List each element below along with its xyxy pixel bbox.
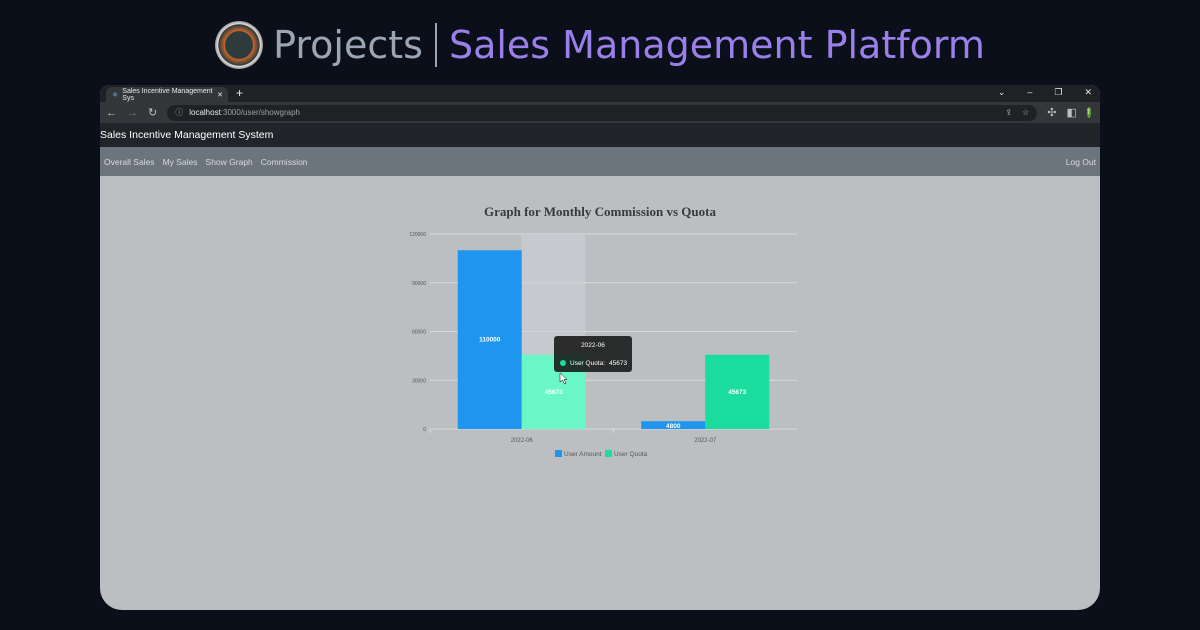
react-icon: ⚛ xyxy=(112,91,119,99)
app-title[interactable]: Sales Incentive Management System xyxy=(100,129,274,141)
bar[interactable] xyxy=(641,421,706,429)
extensions-icon[interactable]: ✣ xyxy=(1047,107,1057,119)
browser-tab[interactable]: ⚛ Sales Incentive Management Sys ✕ xyxy=(106,87,228,102)
nav-commission[interactable]: Commission xyxy=(260,156,308,167)
x-tick-label: 2022-06 xyxy=(511,438,534,444)
bookmark-star-icon[interactable]: ☆ xyxy=(1022,108,1030,117)
data-label: 110000 xyxy=(479,337,501,344)
forward-icon[interactable]: → xyxy=(127,106,138,119)
legend-swatch[interactable] xyxy=(555,450,562,457)
nav-show-graph[interactable]: Show Graph xyxy=(205,156,253,167)
content: Graph for Monthly Commission vs Quota 0 3… xyxy=(100,176,1100,610)
y-tick-label: 90000 xyxy=(412,281,426,287)
data-label: 45673 xyxy=(728,389,746,396)
tab-search-icon[interactable]: ⌄ xyxy=(997,87,1006,97)
logout-link[interactable]: Log Out xyxy=(1065,156,1096,167)
reload-icon[interactable]: ↻ xyxy=(148,107,158,119)
data-label: 45673 xyxy=(545,389,563,396)
y-tick-label: 120000 xyxy=(409,232,426,238)
url-path: :3000/user/showgraph xyxy=(220,108,300,117)
y-tick-label: 0 xyxy=(423,427,426,433)
banner: Projects Sales Management Platform xyxy=(0,18,1200,72)
close-tab-icon[interactable]: ✕ xyxy=(217,91,223,99)
nav-bar: Overall Sales My Sales Show Graph Commis… xyxy=(100,147,1100,176)
browser-window: ⚛ Sales Incentive Management Sys ✕ + ⌄ – ❐… xyxy=(100,85,1100,610)
bar[interactable] xyxy=(705,354,770,429)
legend-label[interactable]: User Quota xyxy=(614,451,648,458)
legend-label[interactable]: User Amount xyxy=(564,451,602,458)
tooltip xyxy=(554,336,632,372)
banner-title: Sales Management Platform xyxy=(448,23,985,67)
url-host: localhost xyxy=(189,108,221,117)
chart-title: Graph for Monthly Commission vs Quota xyxy=(484,204,716,219)
y-tick-label: 60000 xyxy=(412,330,426,336)
chart: Graph for Monthly Commission vs Quota 0 3… xyxy=(409,204,797,458)
tab-title: Sales Incentive Management Sys xyxy=(122,87,213,102)
tooltip-series: User Quota: xyxy=(570,360,605,367)
cursor-icon xyxy=(559,372,568,385)
side-panel-icon[interactable]: ◧ xyxy=(1066,107,1077,119)
share-icon[interactable]: ⇪ xyxy=(1005,108,1013,117)
bar[interactable] xyxy=(457,250,522,429)
divider xyxy=(434,23,437,67)
legend-swatch[interactable] xyxy=(605,450,612,457)
y-tick-label: 30000 xyxy=(412,378,426,384)
x-tick-label: 2022-07 xyxy=(694,438,717,444)
data-label: 4800 xyxy=(666,423,681,430)
minimize-button[interactable]: – xyxy=(1027,87,1033,97)
tooltip-title: 2022-06 xyxy=(581,342,605,349)
banner-projects: Projects xyxy=(273,23,423,67)
close-window-button[interactable]: ✕ xyxy=(1084,87,1092,97)
tooltip-value: 45673 xyxy=(609,360,627,367)
restore-button[interactable]: ❐ xyxy=(1054,87,1063,97)
back-icon[interactable]: ← xyxy=(106,106,117,119)
app-header: Sales Incentive Management System xyxy=(100,123,1100,147)
tooltip-swatch xyxy=(560,360,566,366)
address-bar-row: ← → ↻ ⓘ localhost:3000/user/showgraph ⇪ ☆… xyxy=(100,102,1100,123)
logo xyxy=(215,21,264,69)
new-tab-button[interactable]: + xyxy=(236,86,244,100)
avatar[interactable]: T xyxy=(1086,107,1091,118)
nav-overall-sales[interactable]: Overall Sales xyxy=(104,156,155,167)
url-input[interactable]: ⓘ localhost:3000/user/showgraph ⇪ ☆ xyxy=(167,104,1038,121)
tab-bar: ⚛ Sales Incentive Management Sys ✕ + ⌄ – ❐… xyxy=(100,85,1100,102)
info-icon: ⓘ xyxy=(175,108,184,117)
nav-my-sales[interactable]: My Sales xyxy=(162,156,198,167)
